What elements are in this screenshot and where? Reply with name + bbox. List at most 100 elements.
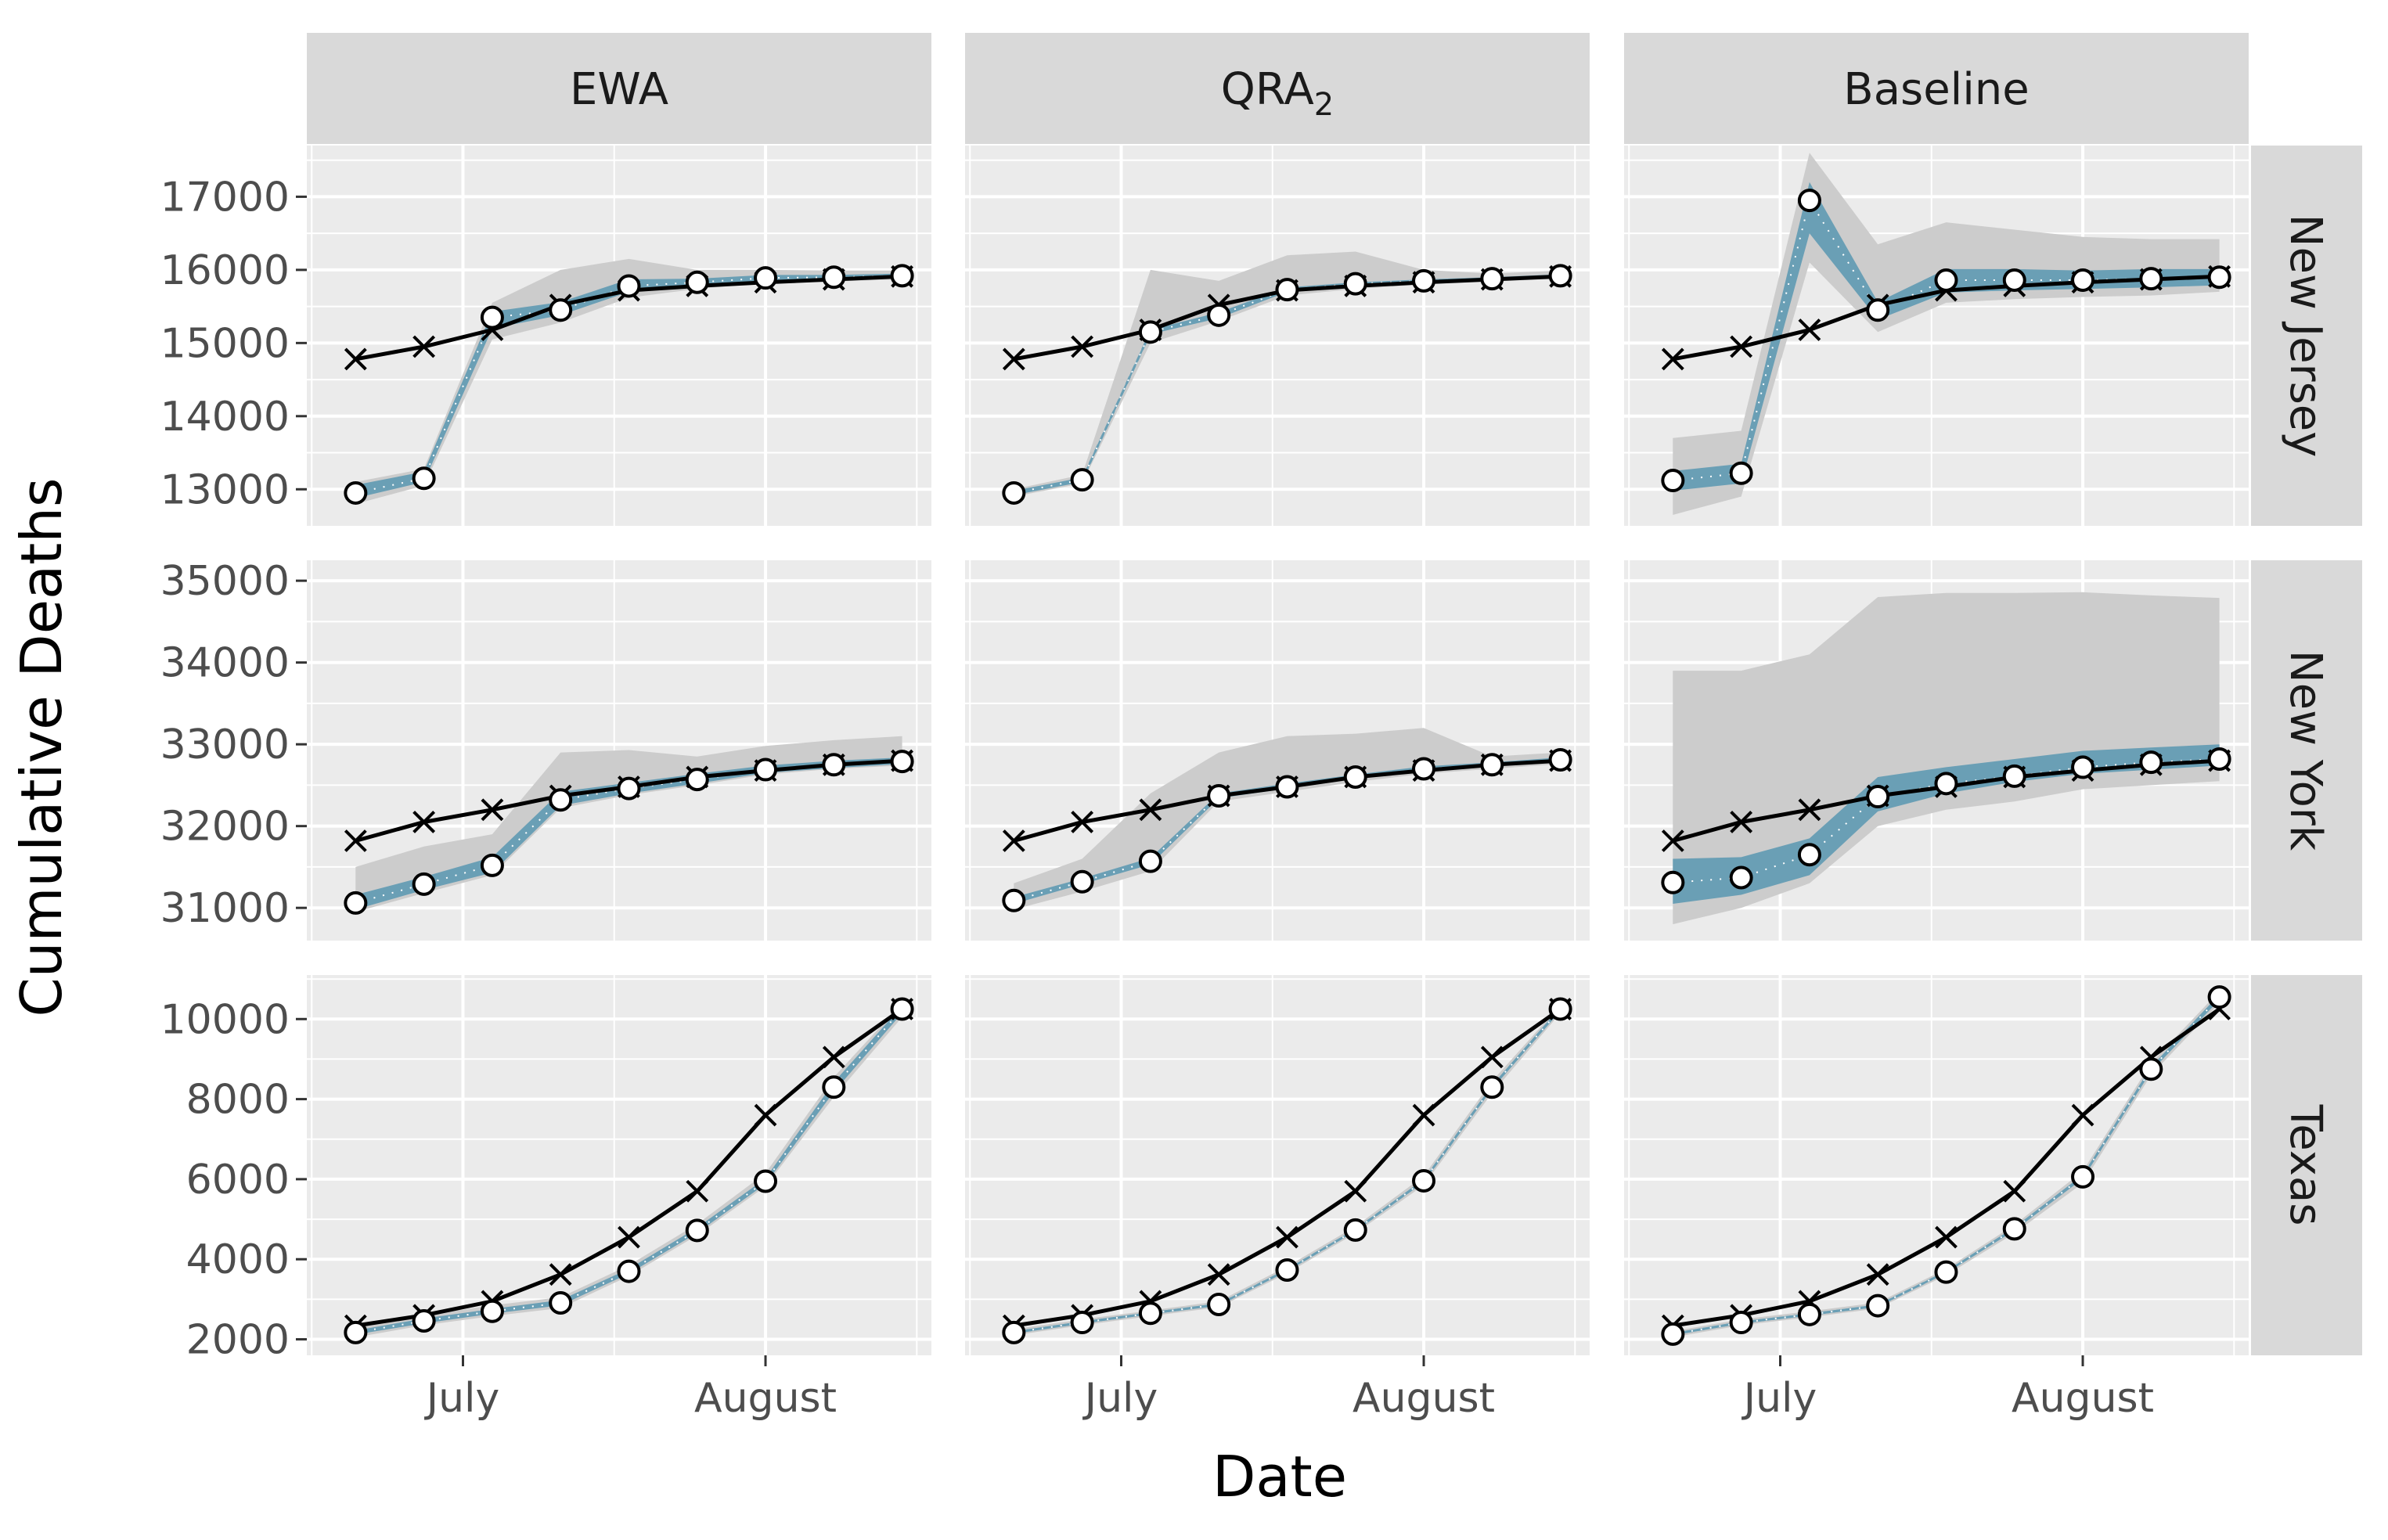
observed-point	[1412, 1103, 1435, 1127]
facet-label-subscript: 2	[1314, 87, 1334, 123]
forecast-point	[1480, 1075, 1504, 1099]
observed-point	[344, 347, 367, 371]
forecast-point	[1070, 1311, 1094, 1335]
forecast-point	[1138, 1301, 1162, 1326]
facet-strip-baseline	[1624, 33, 2249, 144]
observed-point	[1661, 347, 1684, 371]
observed-point	[1207, 1263, 1230, 1286]
facet-strip-texas	[2251, 975, 2362, 1355]
forecast-point	[412, 1309, 436, 1333]
forecast-point	[754, 757, 778, 782]
forecast-point	[2002, 764, 2026, 788]
forecast-point	[1661, 1322, 1685, 1346]
facet-label-texas: Texas	[2280, 1104, 2331, 1226]
forecast-point	[1866, 298, 1890, 322]
forecast-point	[412, 466, 436, 491]
forecast-point	[617, 776, 641, 801]
y-tick-label: 32000	[160, 804, 290, 851]
y-axis-title: Cumulative Deaths	[9, 477, 74, 1016]
panel-new-jersey-qra	[965, 146, 1590, 526]
observed-point	[344, 829, 367, 852]
forecast-point	[1934, 268, 1958, 292]
forecast-point	[1412, 1168, 1436, 1193]
facet-label-text: EWA	[570, 64, 668, 115]
observed-point	[1730, 335, 1753, 358]
observed-point	[412, 811, 436, 833]
forecast-point	[1343, 765, 1367, 789]
x-tick-label: July	[1082, 1375, 1158, 1422]
forecast-point	[1797, 189, 1821, 213]
forecast-point	[480, 853, 504, 877]
inner-interval-band	[355, 273, 902, 498]
forecast-point	[2139, 267, 2163, 291]
facet-label-qra: QRA2	[1221, 64, 1334, 123]
forecast-point	[685, 270, 709, 294]
facet-label-text: Baseline	[1843, 64, 2029, 115]
observed-point	[2003, 1179, 2026, 1203]
forecast-point	[2071, 755, 2095, 779]
observed-point	[1935, 1225, 1958, 1249]
forecast-point	[549, 788, 573, 812]
forecast-point	[344, 891, 368, 915]
forecast-point	[1729, 865, 1753, 890]
forecast-point	[822, 753, 846, 777]
forecast-point	[617, 1259, 641, 1283]
observed-point	[618, 1225, 640, 1249]
observed-point	[412, 335, 436, 358]
y-tick-label: 13000	[160, 466, 290, 513]
forecast-point	[1275, 278, 1299, 302]
forecast-point	[1275, 775, 1299, 799]
forecast-point	[1070, 468, 1094, 492]
forecast-point	[1548, 264, 1572, 288]
observed-point	[1661, 829, 1684, 852]
facet-label-new-jersey: New Jersey	[2280, 214, 2331, 458]
forecast-point	[822, 265, 846, 290]
facet-strip-qra	[965, 33, 1590, 144]
y-tick-label: 14000	[160, 394, 290, 441]
forecast-point	[549, 298, 573, 322]
forecast-point	[1207, 784, 1231, 808]
observed-point	[1798, 798, 1821, 822]
forecast-point	[1797, 1302, 1821, 1326]
forecast-point	[1797, 843, 1821, 867]
forecast-point	[685, 768, 709, 792]
facet-strip-ewa	[307, 33, 931, 144]
forecast-point	[1729, 461, 1753, 485]
outer-interval-band	[1014, 251, 1561, 497]
forecast-point	[822, 1075, 846, 1099]
forecast-point	[2207, 985, 2231, 1009]
observed-point	[1480, 1045, 1504, 1069]
observed-point	[1798, 318, 1821, 341]
forecast-point	[344, 1320, 368, 1344]
observed-point	[2071, 1103, 2094, 1127]
facet-label-ewa: EWA	[570, 64, 668, 115]
forecast-point	[1480, 267, 1504, 291]
forecast-point	[1661, 469, 1685, 493]
y-tick-label: 4000	[186, 1236, 290, 1283]
y-tick-label: 2000	[186, 1317, 290, 1364]
forecast-point	[2071, 268, 2095, 292]
forecast-point	[1343, 272, 1367, 296]
x-tick-label: August	[694, 1375, 837, 1422]
outer-interval-band	[1673, 153, 2220, 516]
forecast-point	[2207, 747, 2231, 771]
forecast-point	[1138, 849, 1162, 873]
panel-texas-baseline	[1624, 975, 2249, 1355]
forecast-point	[2002, 268, 2026, 292]
y-tick-label: 31000	[160, 885, 290, 932]
forecast-point	[1343, 1218, 1367, 1242]
x-tick-label: July	[1741, 1375, 1817, 1422]
forecast-point	[1729, 1311, 1753, 1335]
observed-point	[1276, 1225, 1298, 1249]
y-tick-label: 34000	[160, 640, 290, 687]
observed-point	[686, 1179, 709, 1203]
forecast-line	[1014, 1008, 1561, 1334]
y-tick-label: 17000	[160, 174, 290, 221]
facet-strip-new-jersey	[2251, 146, 2362, 526]
facet-label-text: QRA	[1221, 64, 1314, 115]
forecast-point	[1207, 303, 1231, 327]
forecast-point	[754, 1169, 778, 1193]
forecast-point	[1002, 1320, 1026, 1344]
facet-label-baseline: Baseline	[1843, 64, 2029, 115]
forecast-point	[1661, 870, 1685, 894]
